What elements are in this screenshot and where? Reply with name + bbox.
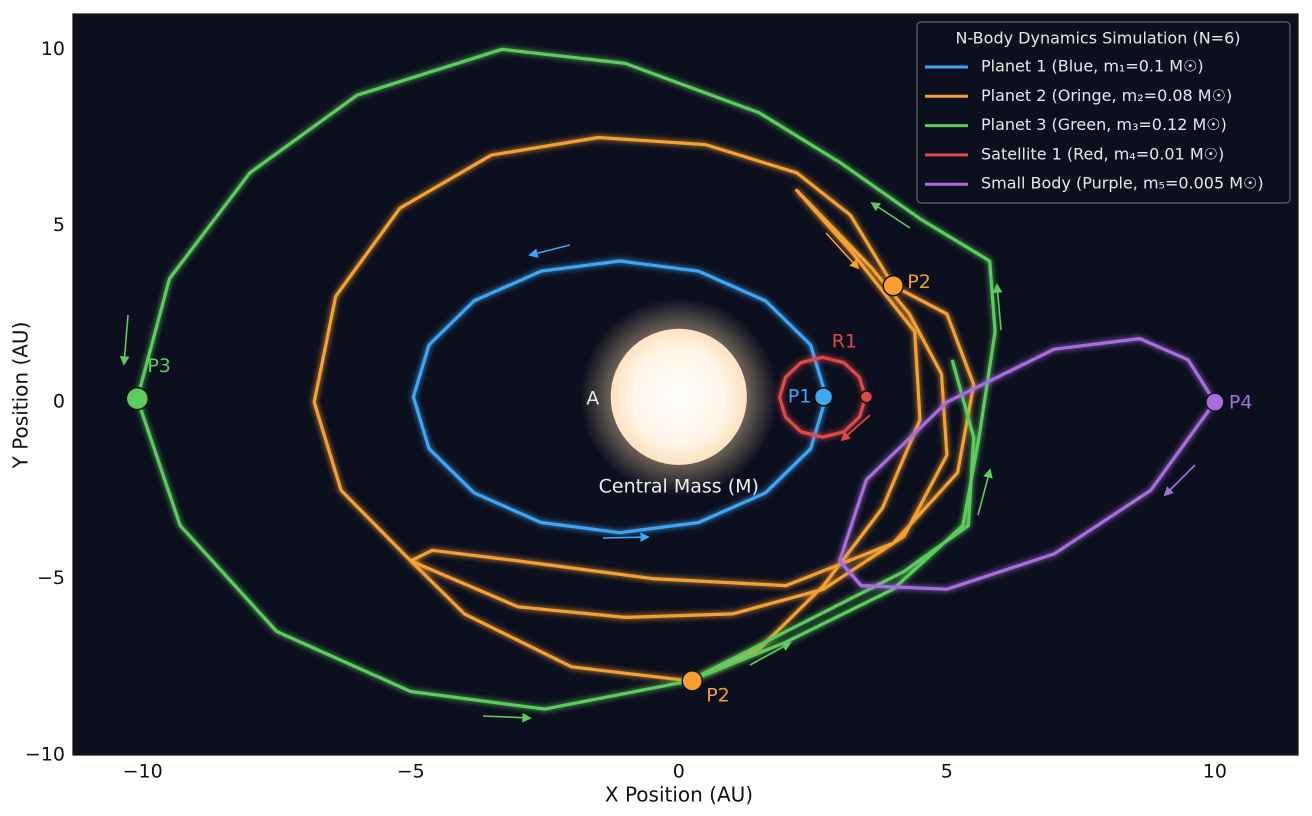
- body-marker: [813, 387, 834, 407]
- plot-frame: [72, 13, 1299, 756]
- legend-box: [916, 21, 1291, 204]
- legend-title: N-Body Dynamics Simulation (N=6): [956, 29, 1241, 48]
- x-tick-label: −10: [123, 761, 163, 783]
- y-tick-label: −5: [37, 567, 65, 589]
- direction-arrow: [825, 232, 860, 270]
- y-tick-label: 5: [53, 214, 65, 236]
- body-marker: [1205, 392, 1225, 412]
- x-tick-label: 10: [1203, 761, 1227, 783]
- legend-label: Satellite 1 (Red, m₄=0.01 M☉): [981, 144, 1224, 163]
- x-tick-label: 0: [673, 761, 685, 783]
- orbit-line: [312, 135, 976, 683]
- x-tick-label: 5: [941, 761, 953, 783]
- direction-arrow: [482, 712, 532, 723]
- direction-arrow: [749, 642, 792, 666]
- orbit-line: [838, 337, 1217, 591]
- legend-label: Small Body (Purple, m₅=0.005 M☉): [981, 174, 1264, 193]
- central-mass-label: Central Mass (M): [599, 475, 759, 497]
- x-tick-label: −5: [397, 761, 425, 783]
- y-tick-label: −10: [25, 744, 65, 766]
- central-mass-marker-label: A: [586, 387, 599, 409]
- direction-arrow: [977, 468, 993, 516]
- legend-label: Planet 1 (Blue, m₁=0.1 M☉): [981, 57, 1204, 76]
- legend: N-Body Dynamics Simulation (N=6) Planet …: [916, 21, 1291, 204]
- y-tick-label: 10: [41, 38, 65, 60]
- orbit-line: [411, 259, 828, 535]
- body-label: P2: [706, 684, 730, 706]
- legend-label: Planet 3 (Green, m₃=0.12 M☉): [981, 115, 1227, 134]
- body-label: R1: [832, 330, 857, 352]
- plot: A Central Mass (M) P1 R1 P2 P2 P3 P4: [125, 47, 1253, 711]
- body-marker: [681, 670, 703, 692]
- direction-arrow: [840, 414, 871, 442]
- y-tick-label: 0: [53, 391, 65, 413]
- orbit-line: [135, 47, 997, 711]
- body-marker: [125, 386, 150, 411]
- body-label: P3: [147, 355, 171, 377]
- legend-label: Planet 2 (Oringe, m₂=0.08 M☉): [981, 86, 1232, 105]
- body-marker: [859, 390, 874, 404]
- direction-arrow: [1163, 464, 1196, 497]
- direction-arrow: [992, 283, 1003, 331]
- body-marker: [882, 274, 904, 297]
- body-label: P1: [788, 385, 812, 407]
- body-label: P4: [1229, 392, 1253, 414]
- direction-arrow: [119, 314, 130, 366]
- direction-arrow: [528, 244, 571, 258]
- direction-arrow: [870, 201, 911, 229]
- body-label: P2: [907, 271, 931, 293]
- direction-arrow: [602, 532, 650, 542]
- x-axis-label: X Position (AU): [605, 783, 753, 807]
- direction-arrows: [119, 201, 1196, 723]
- y-axis-label: Y Position (AU): [9, 322, 33, 470]
- central-mass: [610, 328, 747, 465]
